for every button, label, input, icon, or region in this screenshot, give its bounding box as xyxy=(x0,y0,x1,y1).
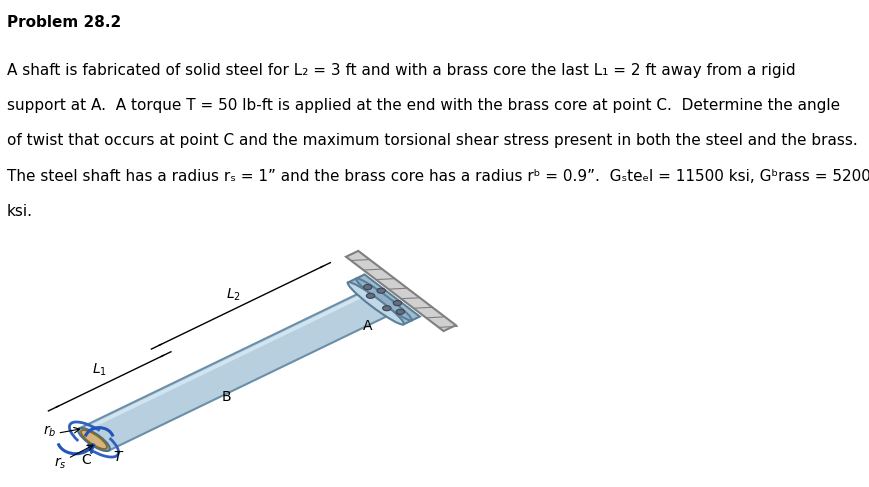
Polygon shape xyxy=(346,251,455,331)
Text: $r_s$: $r_s$ xyxy=(54,455,66,471)
Ellipse shape xyxy=(355,278,412,320)
Text: $r_b$: $r_b$ xyxy=(43,424,56,439)
Text: The steel shaft has a radius rₛ = 1” and the brass core has a radius rᵇ = 0.9”. : The steel shaft has a radius rₛ = 1” and… xyxy=(7,169,869,184)
Text: A shaft is fabricated of solid steel for L₂ = 3 ft and with a brass core the las: A shaft is fabricated of solid steel for… xyxy=(7,63,794,78)
Text: $L_2$: $L_2$ xyxy=(225,286,240,303)
Text: C: C xyxy=(81,453,91,467)
Circle shape xyxy=(363,284,371,290)
Text: support at A.  A torque T = 50 lb‑ft is applied at the end with the brass core a: support at A. A torque T = 50 lb‑ft is a… xyxy=(7,98,839,113)
Text: B: B xyxy=(222,391,231,404)
Text: A: A xyxy=(363,318,372,333)
Text: ksi.: ksi. xyxy=(7,204,33,219)
Circle shape xyxy=(395,309,404,315)
Polygon shape xyxy=(79,292,390,450)
Text: T: T xyxy=(113,450,122,464)
Ellipse shape xyxy=(348,282,403,324)
Ellipse shape xyxy=(81,430,107,449)
Text: of twist that occurs at point C and the maximum torsional shear stress present i: of twist that occurs at point C and the … xyxy=(7,133,857,149)
Circle shape xyxy=(366,293,375,299)
Circle shape xyxy=(376,288,385,293)
Polygon shape xyxy=(348,275,420,324)
Ellipse shape xyxy=(78,428,109,451)
Circle shape xyxy=(382,306,390,311)
Polygon shape xyxy=(81,294,366,432)
Text: $L_1$: $L_1$ xyxy=(91,362,107,378)
Circle shape xyxy=(393,300,401,306)
Text: Problem 28.2: Problem 28.2 xyxy=(7,15,121,30)
